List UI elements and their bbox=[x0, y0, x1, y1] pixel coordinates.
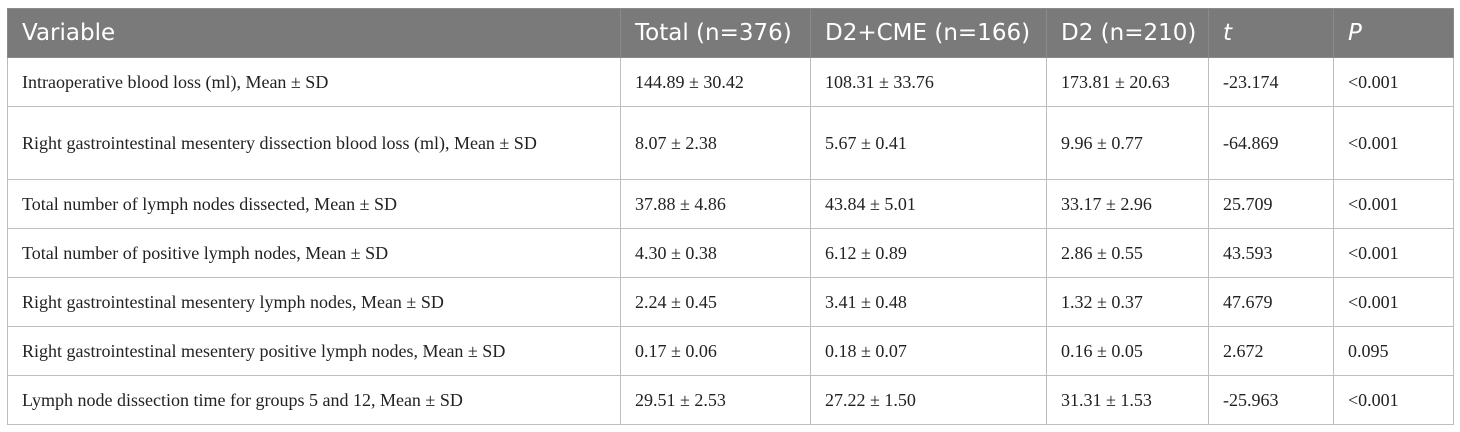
cell-d2-cme: 6.12 ± 0.89 bbox=[810, 228, 1047, 278]
cell-variable: Right gastrointestinal mesentery lymph n… bbox=[7, 277, 621, 327]
cell-total: 29.51 ± 2.53 bbox=[620, 375, 811, 425]
cell-d2: 0.16 ± 0.05 bbox=[1046, 326, 1209, 376]
cell-variable: Intraoperative blood loss (ml), Mean ± S… bbox=[7, 57, 621, 107]
cell-d2-cme: 5.67 ± 0.41 bbox=[810, 106, 1047, 180]
cell-d2-cme: 3.41 ± 0.48 bbox=[810, 277, 1047, 327]
table-row: Right gastrointestinal mesentery positiv… bbox=[7, 326, 1454, 376]
cell-variable: Total number of positive lymph nodes, Me… bbox=[7, 228, 621, 278]
cell-d2: 1.32 ± 0.37 bbox=[1046, 277, 1209, 327]
results-table-container: Variable Total (n=376) D2+CME (n=166) D2… bbox=[7, 8, 1454, 425]
cell-d2-cme: 43.84 ± 5.01 bbox=[810, 179, 1047, 229]
cell-total: 37.88 ± 4.86 bbox=[620, 179, 811, 229]
cell-d2: 2.86 ± 0.55 bbox=[1046, 228, 1209, 278]
header-variable: Variable bbox=[7, 8, 621, 58]
cell-t: 25.709 bbox=[1208, 179, 1334, 229]
cell-d2: 9.96 ± 0.77 bbox=[1046, 106, 1209, 180]
header-p: P bbox=[1333, 8, 1454, 58]
cell-total: 8.07 ± 2.38 bbox=[620, 106, 811, 180]
cell-p: <0.001 bbox=[1333, 106, 1454, 180]
cell-d2: 33.17 ± 2.96 bbox=[1046, 179, 1209, 229]
cell-t: -25.963 bbox=[1208, 375, 1334, 425]
cell-t: -64.869 bbox=[1208, 106, 1334, 180]
cell-total: 144.89 ± 30.42 bbox=[620, 57, 811, 107]
table-row: Intraoperative blood loss (ml), Mean ± S… bbox=[7, 57, 1454, 107]
cell-p: 0.095 bbox=[1333, 326, 1454, 376]
table-row: Right gastrointestinal mesentery dissect… bbox=[7, 106, 1454, 180]
cell-total: 4.30 ± 0.38 bbox=[620, 228, 811, 278]
cell-d2: 173.81 ± 20.63 bbox=[1046, 57, 1209, 107]
header-t: t bbox=[1208, 8, 1334, 58]
header-d2: D2 (n=210) bbox=[1046, 8, 1209, 58]
table-row: Right gastrointestinal mesentery lymph n… bbox=[7, 277, 1454, 327]
table-row: Total number of positive lymph nodes, Me… bbox=[7, 228, 1454, 278]
cell-p: <0.001 bbox=[1333, 57, 1454, 107]
cell-p: <0.001 bbox=[1333, 277, 1454, 327]
header-d2-cme: D2+CME (n=166) bbox=[810, 8, 1047, 58]
cell-t: 43.593 bbox=[1208, 228, 1334, 278]
cell-d2-cme: 0.18 ± 0.07 bbox=[810, 326, 1047, 376]
results-table: Variable Total (n=376) D2+CME (n=166) D2… bbox=[7, 8, 1454, 425]
cell-variable: Right gastrointestinal mesentery positiv… bbox=[7, 326, 621, 376]
cell-t: 2.672 bbox=[1208, 326, 1334, 376]
cell-d2: 31.31 ± 1.53 bbox=[1046, 375, 1209, 425]
cell-p: <0.001 bbox=[1333, 228, 1454, 278]
cell-p: <0.001 bbox=[1333, 375, 1454, 425]
cell-total: 2.24 ± 0.45 bbox=[620, 277, 811, 327]
cell-variable: Total number of lymph nodes dissected, M… bbox=[7, 179, 621, 229]
table-row: Lymph node dissection time for groups 5 … bbox=[7, 375, 1454, 425]
cell-variable: Right gastrointestinal mesentery dissect… bbox=[7, 106, 621, 180]
table-row: Total number of lymph nodes dissected, M… bbox=[7, 179, 1454, 229]
cell-t: 47.679 bbox=[1208, 277, 1334, 327]
header-total: Total (n=376) bbox=[620, 8, 811, 58]
cell-d2-cme: 108.31 ± 33.76 bbox=[810, 57, 1047, 107]
cell-d2-cme: 27.22 ± 1.50 bbox=[810, 375, 1047, 425]
cell-variable: Lymph node dissection time for groups 5 … bbox=[7, 375, 621, 425]
cell-total: 0.17 ± 0.06 bbox=[620, 326, 811, 376]
cell-p: <0.001 bbox=[1333, 179, 1454, 229]
cell-t: -23.174 bbox=[1208, 57, 1334, 107]
table-header-row: Variable Total (n=376) D2+CME (n=166) D2… bbox=[7, 8, 1454, 58]
